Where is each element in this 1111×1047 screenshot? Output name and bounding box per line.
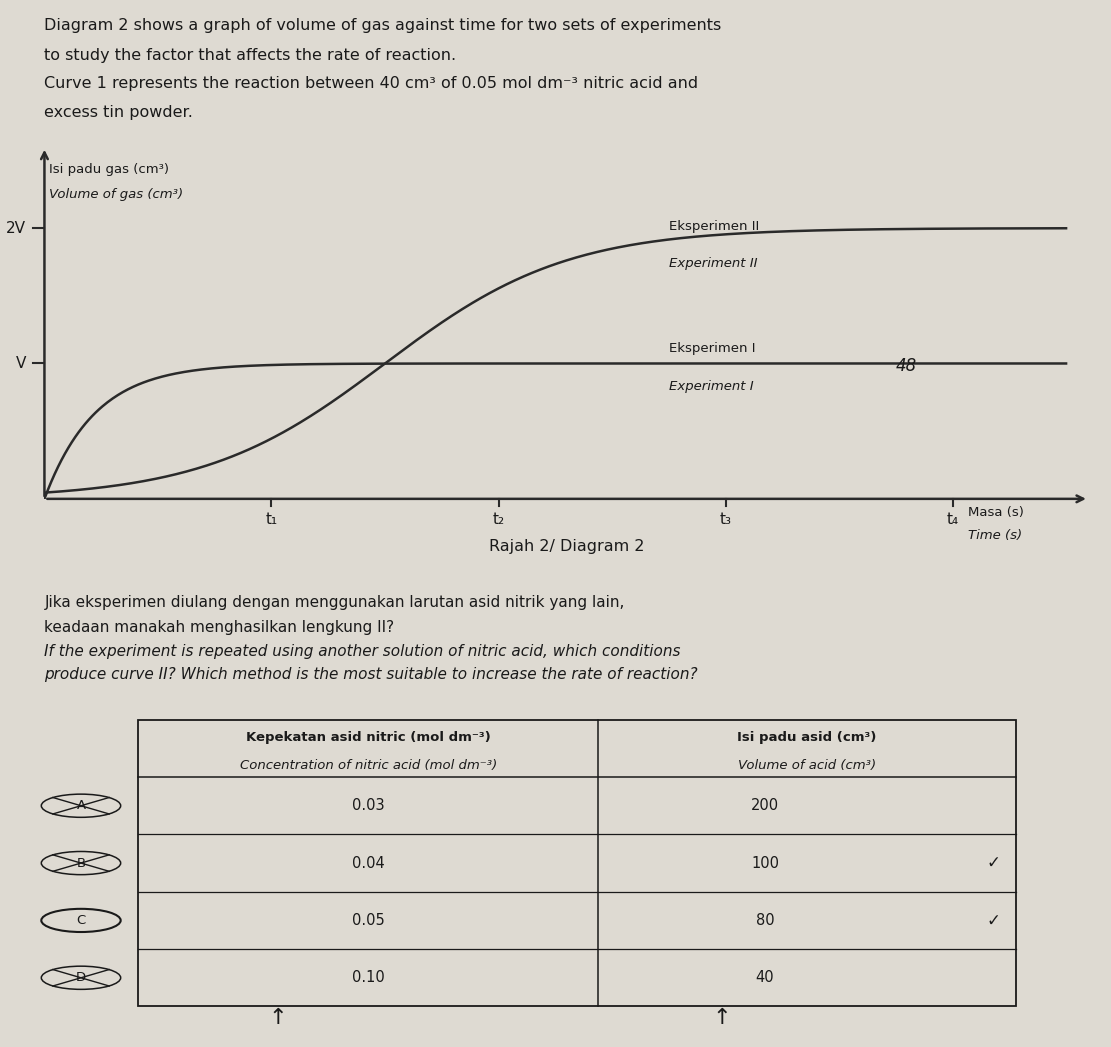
Text: Time (s): Time (s) — [969, 529, 1022, 541]
Text: ✓: ✓ — [987, 912, 1000, 930]
Text: keadaan manakah menghasilkan lengkung II?: keadaan manakah menghasilkan lengkung II… — [44, 620, 394, 634]
Text: Curve 1 represents the reaction between 40 cm³ of 0.05 mol dm⁻³ nitric acid and: Curve 1 represents the reaction between … — [44, 75, 699, 90]
Text: 0.05: 0.05 — [352, 913, 384, 928]
Text: A: A — [77, 799, 86, 812]
Text: V: V — [16, 356, 27, 371]
Text: t₁: t₁ — [266, 512, 278, 528]
Text: Kepekatan asid nitric (mol dm⁻³): Kepekatan asid nitric (mol dm⁻³) — [246, 731, 491, 744]
Text: Eksperimen I: Eksperimen I — [669, 342, 755, 355]
Text: t₃: t₃ — [720, 512, 731, 528]
Text: 40: 40 — [755, 971, 774, 985]
Text: If the experiment is repeated using another solution of nitric acid, which condi: If the experiment is repeated using anot… — [44, 644, 681, 659]
Text: 0.04: 0.04 — [352, 855, 384, 870]
Text: 48: 48 — [895, 357, 917, 375]
Text: Eksperimen II: Eksperimen II — [669, 220, 759, 232]
Text: Isi padu gas (cm³): Isi padu gas (cm³) — [49, 163, 169, 176]
Text: 100: 100 — [751, 855, 779, 870]
Text: Diagram 2 shows a graph of volume of gas against time for two sets of experiment: Diagram 2 shows a graph of volume of gas… — [44, 18, 722, 32]
Text: t₄: t₄ — [947, 512, 959, 528]
Text: 0.03: 0.03 — [352, 798, 384, 814]
Text: Isi padu asid (cm³): Isi padu asid (cm³) — [737, 731, 877, 744]
Bar — [139, 719, 1015, 1006]
Text: Volume of gas (cm³): Volume of gas (cm³) — [49, 187, 183, 201]
Text: to study the factor that affects the rate of reaction.: to study the factor that affects the rat… — [44, 47, 457, 63]
Text: ✓: ✓ — [987, 854, 1000, 872]
Text: Volume of acid (cm³): Volume of acid (cm³) — [738, 759, 875, 772]
Text: Rajah 2/ Diagram 2: Rajah 2/ Diagram 2 — [489, 539, 644, 554]
Text: D: D — [76, 972, 86, 984]
Text: Concentration of nitric acid (mol dm⁻³): Concentration of nitric acid (mol dm⁻³) — [240, 759, 497, 772]
Text: 2V: 2V — [7, 221, 27, 236]
Text: t₂: t₂ — [492, 512, 504, 528]
Text: ↑: ↑ — [713, 1008, 731, 1028]
Text: C: C — [77, 914, 86, 927]
Text: Jika eksperimen diulang dengan menggunakan larutan asid nitrik yang lain,: Jika eksperimen diulang dengan menggunak… — [44, 595, 624, 609]
Text: B: B — [77, 856, 86, 870]
Text: Masa (s): Masa (s) — [969, 506, 1024, 518]
Text: 0.10: 0.10 — [352, 971, 384, 985]
Text: 200: 200 — [751, 798, 779, 814]
Text: Experiment II: Experiment II — [669, 258, 758, 270]
Text: ↑: ↑ — [269, 1008, 287, 1028]
Text: produce curve II? Which method is the most suitable to increase the rate of reac: produce curve II? Which method is the mo… — [44, 667, 698, 683]
Text: excess tin powder.: excess tin powder. — [44, 106, 193, 120]
Text: Experiment I: Experiment I — [669, 380, 753, 393]
Text: 80: 80 — [755, 913, 774, 928]
